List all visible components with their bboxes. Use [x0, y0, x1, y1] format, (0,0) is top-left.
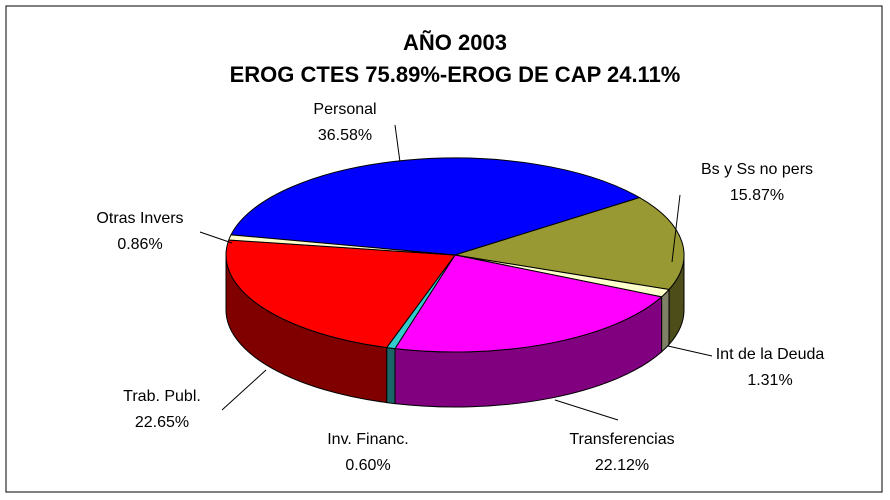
slice-label: Personal — [313, 101, 376, 118]
leader-line — [394, 124, 401, 163]
slice — [394, 254, 663, 353]
slice-label: Otras Invers — [96, 210, 183, 227]
chart-title: AÑO 2003 — [403, 30, 507, 55]
leader-line — [667, 345, 713, 357]
slice-value-label: 0.86% — [117, 236, 162, 253]
slice-value-label: 1.31% — [747, 372, 792, 389]
pie-tops — [225, 157, 685, 353]
slice — [228, 234, 456, 256]
slice — [230, 157, 641, 256]
slice-label: Int de la Deuda — [716, 346, 825, 363]
slice-value-label: 22.12% — [595, 457, 649, 474]
slice-side — [661, 288, 670, 353]
leader-line — [671, 194, 681, 263]
slice-label: Bs y Ss no pers — [701, 161, 813, 178]
slice-value-label: 36.58% — [318, 127, 372, 144]
slice-value-label: 15.87% — [730, 187, 784, 204]
chart-subtitle: EROG CTES 75.89%-EROG DE CAP 24.11% — [230, 62, 681, 87]
slice — [225, 239, 456, 349]
leader-line — [221, 369, 267, 411]
labels: Personal 36.58% Bs y Ss no pers 15.87% Int d… — [96, 101, 824, 474]
slice-value-label: 0.60% — [345, 457, 390, 474]
slice — [454, 197, 685, 291]
slice-label: Trab. Publ. — [123, 388, 201, 405]
slice-value-label: 22.65% — [135, 414, 189, 431]
slice-label: Transferencias — [569, 431, 674, 448]
leader-line — [554, 399, 619, 421]
leader-line — [199, 231, 233, 244]
slice-label: Inv. Financ. — [327, 431, 409, 448]
slice-side — [386, 347, 396, 405]
